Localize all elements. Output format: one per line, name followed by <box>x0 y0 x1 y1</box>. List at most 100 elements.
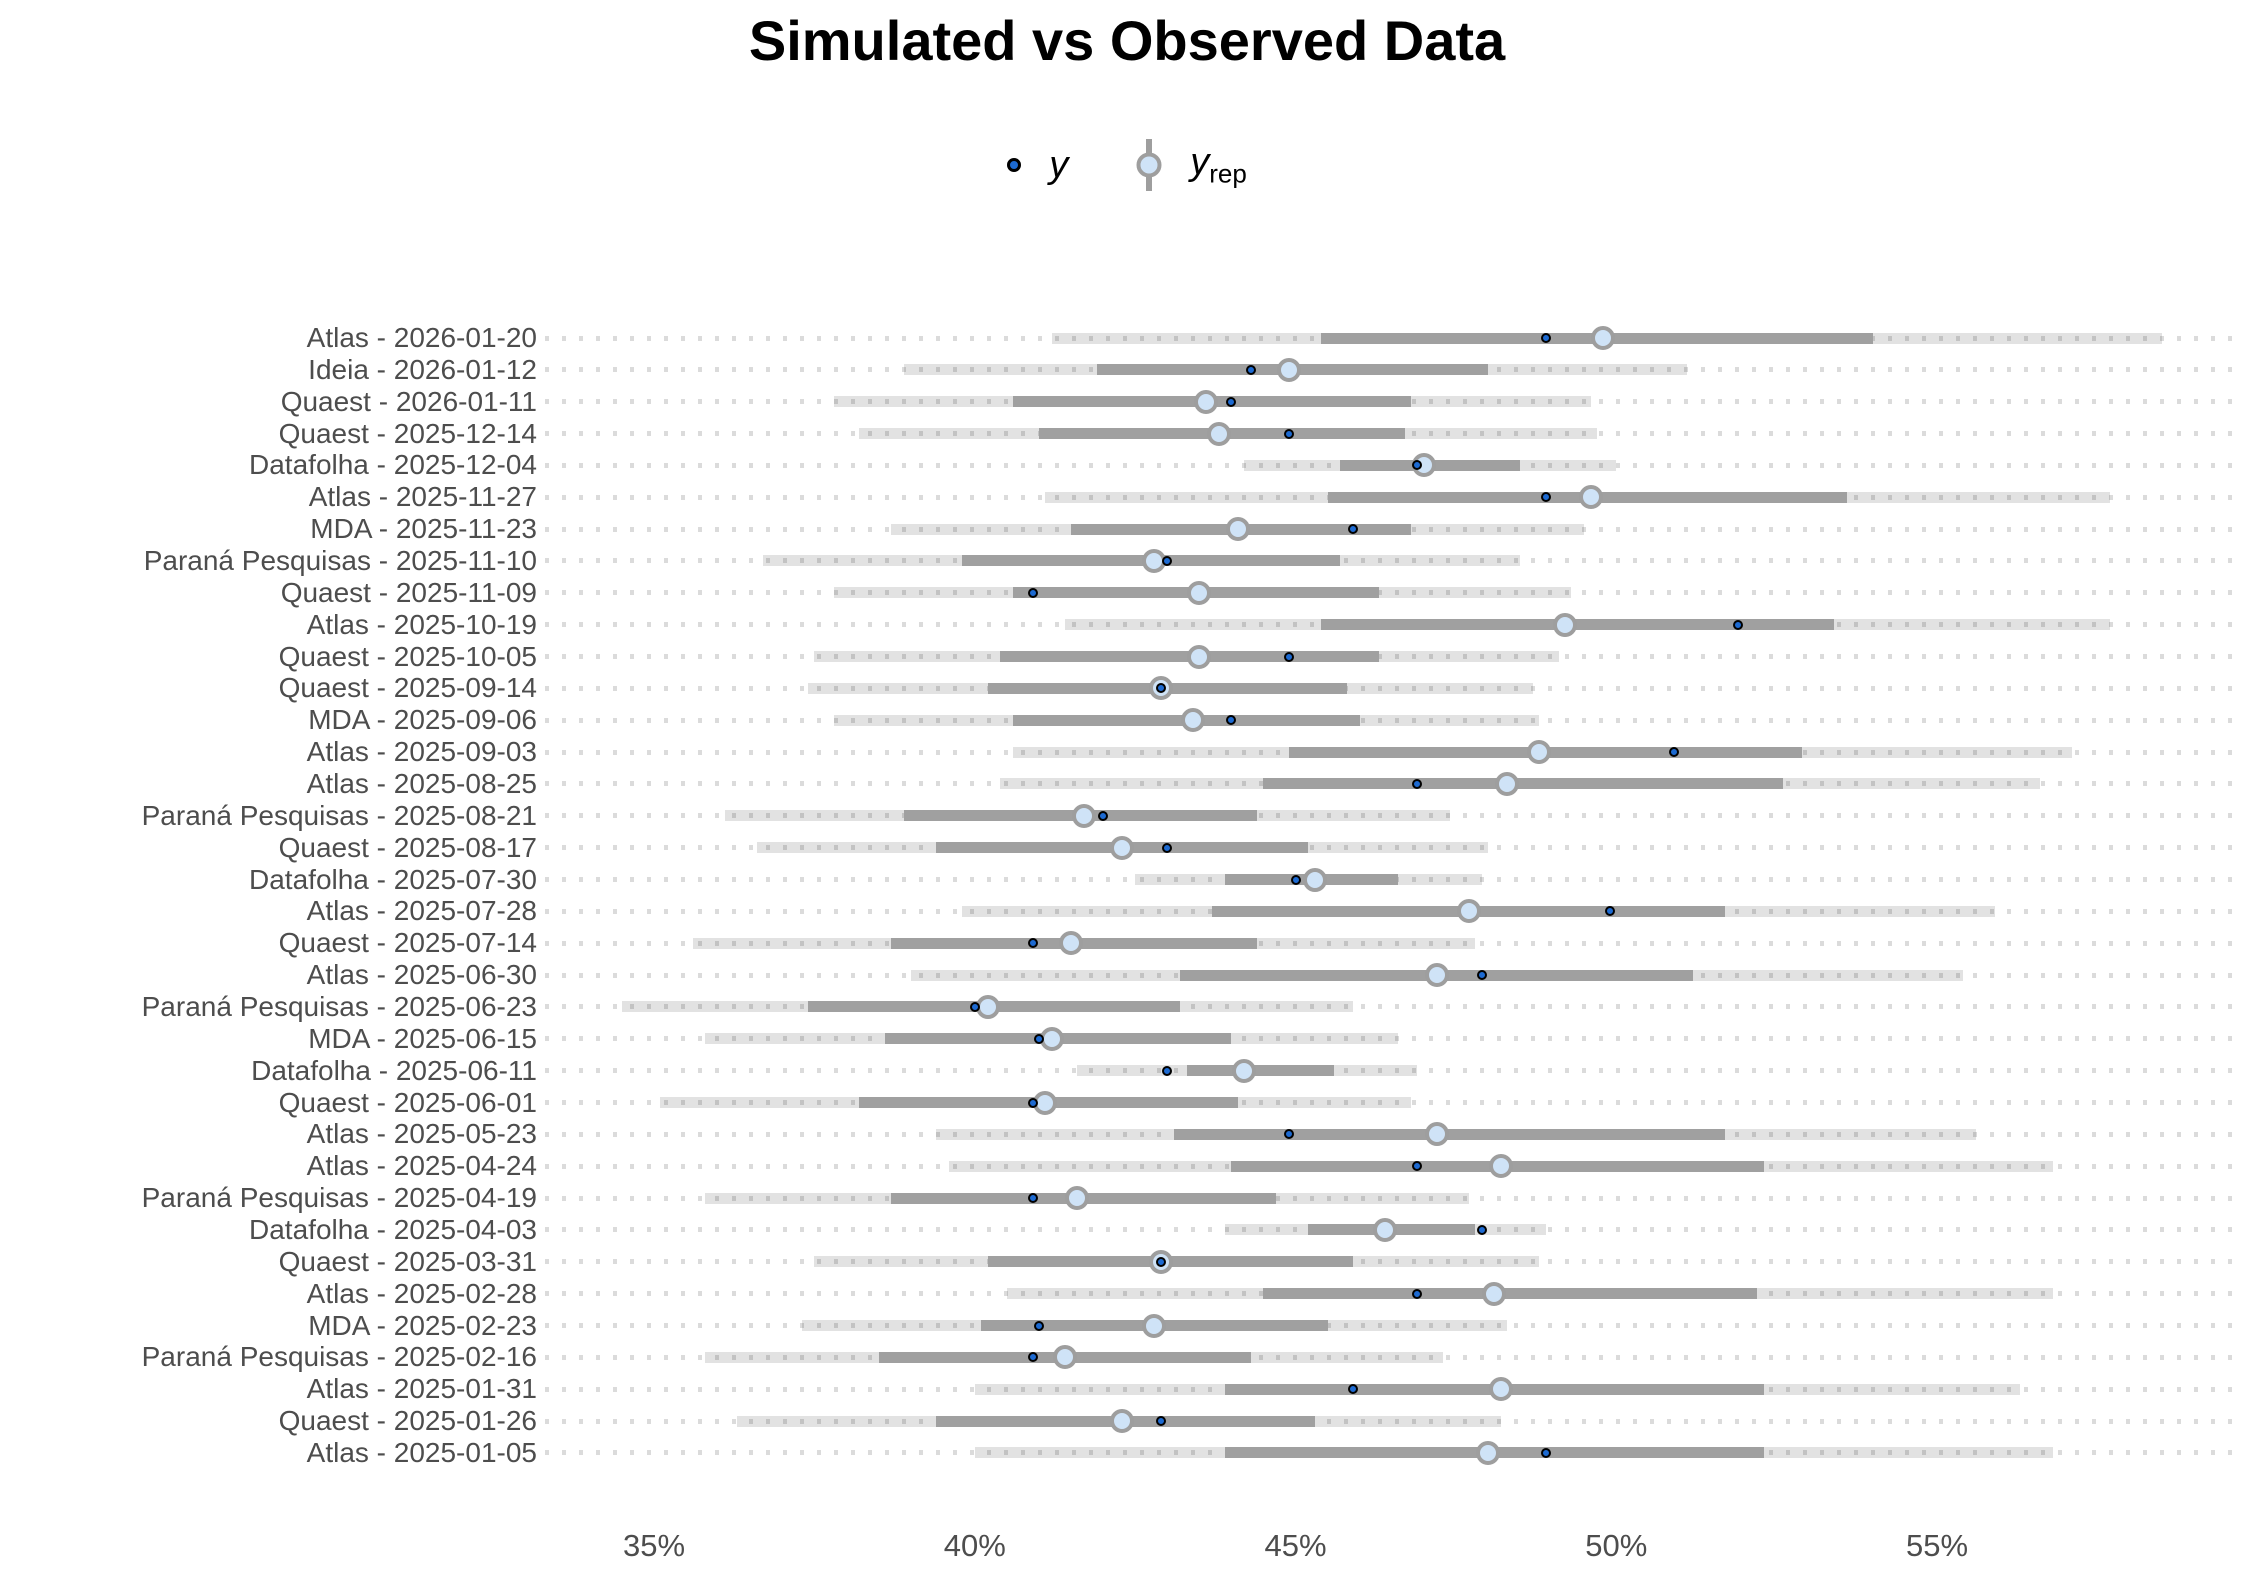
row-label: Datafolha - 2025-04-03 <box>249 1213 537 1245</box>
yrep-point <box>1424 963 1449 988</box>
y-point <box>969 1001 980 1012</box>
inner-interval-bar <box>1263 778 1784 790</box>
yrep-point <box>1232 1058 1257 1083</box>
y-legend-label: y <box>1049 143 1069 186</box>
y-point <box>1226 396 1237 407</box>
yrep-point <box>1476 1440 1501 1465</box>
yrep-point <box>1527 740 1552 765</box>
y-legend-marker-icon <box>1007 158 1022 172</box>
x-axis-tick-label: 35% <box>623 1528 686 1563</box>
row-label: Datafolha - 2025-07-30 <box>249 863 537 895</box>
row-label: Atlas - 2025-06-30 <box>306 959 537 991</box>
row-dotted-gridline <box>545 1068 2245 1074</box>
yrep-point <box>1277 357 1302 382</box>
y-point <box>1033 1033 1044 1044</box>
yrep-point <box>1424 1122 1449 1147</box>
yrep-circle <box>1136 152 1162 178</box>
row-label: Paraná Pesquisas - 2025-11-10 <box>143 544 537 576</box>
legend: y yrep <box>0 130 2254 200</box>
plot-area <box>545 0 2245 1587</box>
inner-interval-bar <box>1321 619 1835 631</box>
yrep-point <box>1110 1409 1135 1434</box>
row-dotted-gridline <box>545 654 2245 660</box>
y-point <box>1155 1416 1166 1427</box>
row-label: Quaest - 2025-06-01 <box>278 1086 537 1118</box>
yrep-point <box>1591 326 1616 350</box>
yrep-point <box>1488 1154 1513 1179</box>
row-label: Atlas - 2025-07-28 <box>306 895 537 927</box>
y-point <box>1290 874 1301 885</box>
yrep-point <box>1187 580 1212 605</box>
y-point <box>1412 1161 1423 1172</box>
row-label: Atlas - 2025-04-24 <box>306 1150 537 1182</box>
row-label: Atlas - 2025-01-05 <box>306 1436 537 1468</box>
row-label: Atlas - 2026-01-20 <box>306 322 537 353</box>
yrep-point <box>1373 1217 1398 1242</box>
row-label: MDA - 2025-06-15 <box>308 1022 537 1054</box>
row-dotted-gridline <box>545 1323 2245 1329</box>
row-label: Quaest - 2025-11-09 <box>280 576 537 608</box>
row-label: Quaest - 2025-03-31 <box>278 1245 537 1277</box>
y-point <box>1476 970 1487 981</box>
y-point <box>1540 1447 1551 1458</box>
row-label: Quaest - 2025-07-14 <box>278 927 537 959</box>
x-axis-tick-label: 45% <box>1264 1528 1327 1563</box>
y-point <box>1540 333 1551 343</box>
row-label: Atlas - 2025-02-28 <box>306 1277 537 1309</box>
yrep-point <box>1225 517 1250 542</box>
y-point <box>1033 1320 1044 1331</box>
yrep-legend-label: yrep <box>1190 140 1247 189</box>
y-point <box>1476 1224 1487 1235</box>
row-label: MDA - 2025-11-23 <box>310 513 537 545</box>
y-point <box>1412 778 1423 789</box>
y-point <box>1162 1065 1173 1076</box>
row-label: Paraná Pesquisas - 2025-04-19 <box>141 1182 537 1214</box>
row-label: Quaest - 2025-08-17 <box>278 831 537 863</box>
yrep-point <box>1456 899 1481 924</box>
y-point <box>1284 428 1295 439</box>
y-point <box>1412 1288 1423 1299</box>
row-label: Atlas - 2025-01-31 <box>306 1373 537 1405</box>
row-label: MDA - 2025-09-06 <box>308 704 537 736</box>
row-label: Atlas - 2025-11-27 <box>308 481 537 513</box>
row-dotted-gridline <box>545 845 2245 851</box>
y-point <box>1027 1097 1038 1108</box>
page-title: Simulated vs Observed Data <box>748 9 1506 72</box>
y-point <box>1540 492 1551 503</box>
y-point <box>1098 810 1109 821</box>
y-point <box>1245 364 1256 375</box>
row-label: Atlas - 2025-08-25 <box>306 767 537 799</box>
x-axis-tick-label: 50% <box>1585 1528 1648 1563</box>
x-axis-tick-label: 40% <box>943 1528 1006 1563</box>
yrep-point <box>1578 485 1603 510</box>
x-axis-tick-label: 55% <box>1906 1528 1969 1563</box>
yrep-point <box>1142 1313 1167 1338</box>
y-point <box>1669 747 1680 758</box>
y-point <box>1162 555 1173 566</box>
y-point <box>1412 460 1423 471</box>
y-point <box>1733 619 1744 630</box>
y-point <box>1027 938 1038 949</box>
yrep-point <box>1495 771 1520 796</box>
yrep-point <box>1206 421 1231 446</box>
row-label: Quaest - 2025-01-26 <box>278 1405 537 1437</box>
row-dotted-gridline <box>545 940 2245 946</box>
row-dotted-gridline <box>545 1195 2245 1201</box>
row-label: Ideia - 2026-01-12 <box>308 353 537 385</box>
y-point <box>1284 651 1295 662</box>
row-label: Quaest - 2025-09-14 <box>278 672 537 704</box>
row-dotted-gridline <box>545 1004 2245 1010</box>
row-dotted-gridline <box>545 1354 2245 1360</box>
row-label: Atlas - 2025-10-19 <box>306 608 537 640</box>
yrep-point <box>1553 612 1577 637</box>
y-point <box>1155 683 1166 694</box>
row-dotted-gridline <box>545 1259 2245 1265</box>
row-dotted-gridline <box>545 1036 2245 1042</box>
row-label: Atlas - 2025-05-23 <box>306 1118 537 1150</box>
inner-interval-bar <box>1186 1065 1335 1077</box>
row-label: Paraná Pesquisas - 2025-08-21 <box>141 799 537 831</box>
yrep-point <box>1482 1281 1507 1306</box>
y-point <box>1027 1193 1038 1204</box>
row-dotted-gridline <box>545 558 2245 564</box>
y-point <box>1348 524 1359 535</box>
